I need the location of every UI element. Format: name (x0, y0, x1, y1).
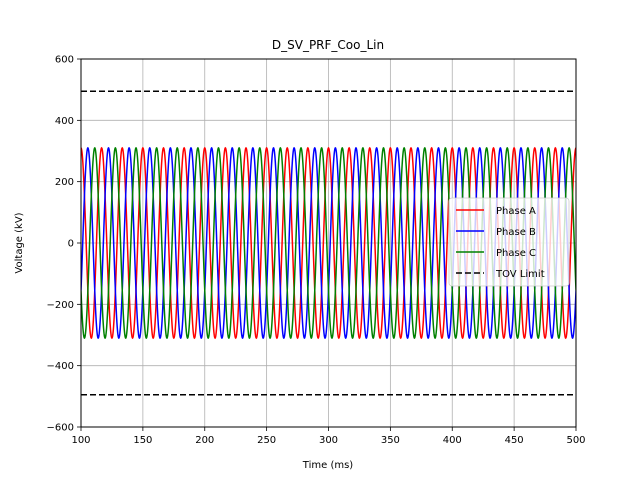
legend-label-phase-c: Phase C (496, 248, 536, 259)
legend-label-tov-limit: TOV Limit (495, 269, 545, 280)
x-tick-label: 300 (319, 435, 338, 446)
x-tick-label: 500 (566, 435, 585, 446)
series-line-phase-a (81, 146, 576, 340)
plot-series (81, 90, 576, 396)
x-tick-label: 100 (71, 435, 90, 446)
legend-label-phase-a: Phase A (496, 206, 536, 217)
y-tick-label: −600 (47, 423, 74, 434)
y-tick-label: −200 (47, 300, 74, 311)
x-tick-label: 150 (133, 435, 152, 446)
x-tick-label: 450 (505, 435, 524, 446)
y-tick-label: 0 (68, 239, 74, 250)
x-tick-label: 200 (195, 435, 214, 446)
legend-box (448, 197, 570, 287)
x-axis-label: Time (ms) (302, 460, 354, 471)
y-tick-label: 600 (55, 55, 74, 66)
x-tick-label: 350 (381, 435, 400, 446)
x-tick-label: 250 (257, 435, 276, 446)
y-tick-label: 200 (55, 177, 74, 188)
chart-title: D_SV_PRF_Coo_Lin (272, 38, 384, 52)
y-tick-label: 400 (55, 116, 74, 127)
axis-ticks: 100 150 200 250 300 350 400 450 500 −600 −400 −200 0… (47, 55, 586, 447)
series-line-phase-c (81, 147, 576, 339)
legend: Phase A Phase B Phase C TOV Limit (448, 197, 570, 287)
y-tick-label: −400 (47, 361, 74, 372)
y-axis-label: Voltage (kV) (14, 212, 25, 273)
x-tick-label: 400 (443, 435, 462, 446)
legend-label-phase-b: Phase B (496, 227, 536, 238)
